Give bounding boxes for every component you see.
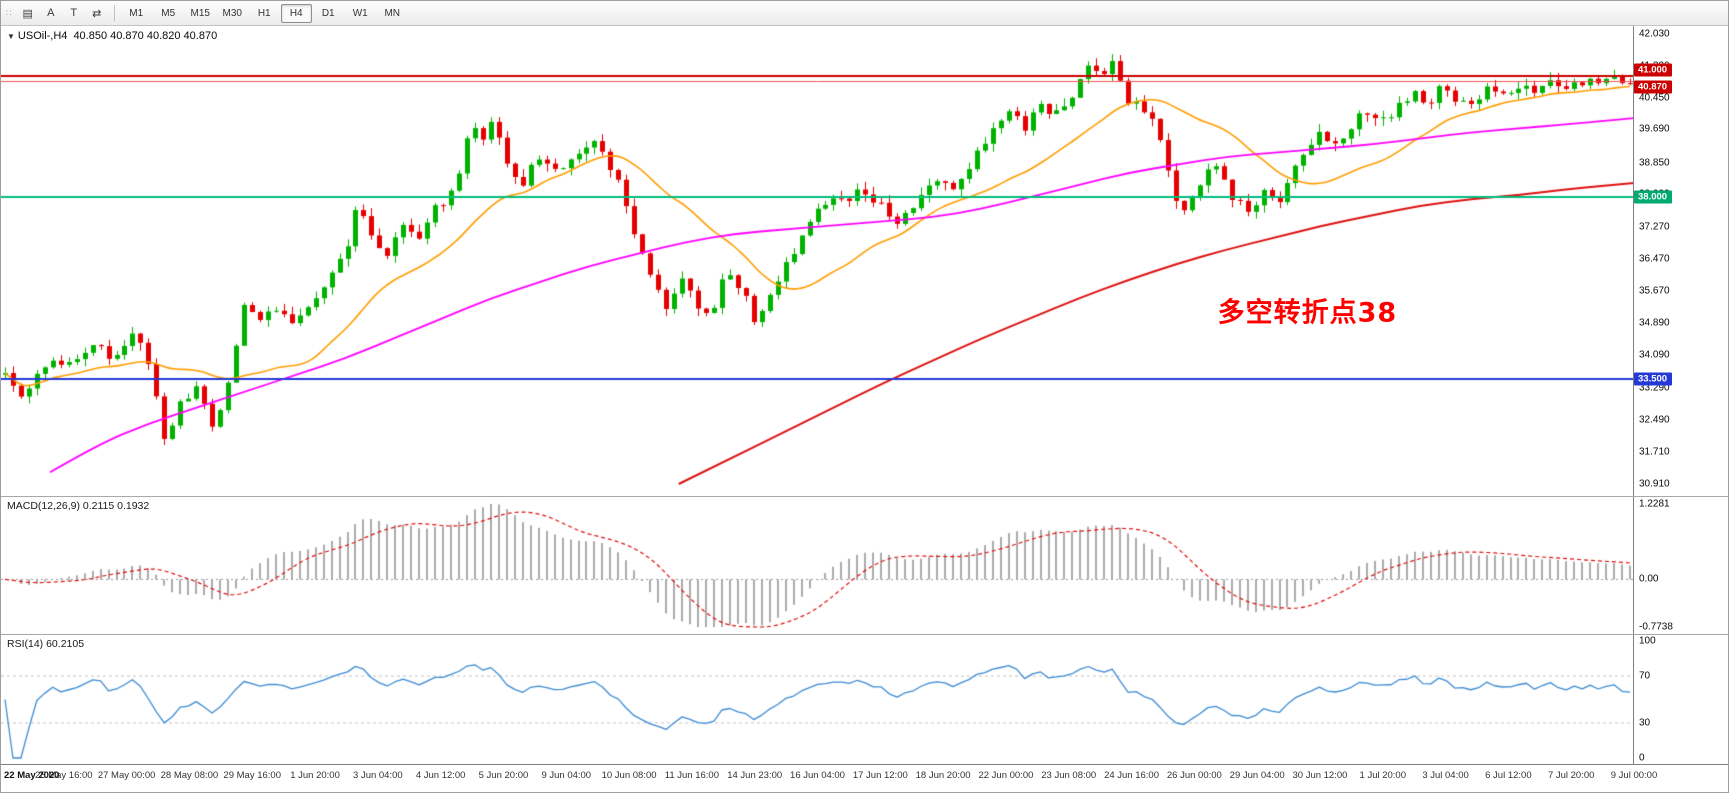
price-axis-label: 36.470 xyxy=(1639,253,1670,265)
time-axis-label: 9 Jul 00:00 xyxy=(1610,770,1658,781)
rsi-axis-label: 30 xyxy=(1639,717,1651,729)
autoscroll-icon[interactable]: ⇄ xyxy=(92,7,102,20)
price-axis-label: 40.450 xyxy=(1639,92,1670,104)
toolbar-grip[interactable]: ∷ xyxy=(6,7,12,18)
time-axis-label: 26 Jun 00:00 xyxy=(1166,770,1222,781)
symbol-ohlc-label: ▼ USOil-,H4 40.850 40.870 40.820 40.870 xyxy=(7,30,217,42)
rsi-plot-area xyxy=(1,635,1634,764)
time-axis-label: 22 Jun 00:00 xyxy=(978,770,1034,781)
price-axis-label: 34.090 xyxy=(1639,349,1670,361)
time-axis-label: 16 Jun 04:00 xyxy=(790,770,845,781)
timeframe-button-d1[interactable]: D1 xyxy=(321,7,335,19)
macd-axis-label: 0.00 xyxy=(1639,573,1659,585)
time-axis-label: 11 Jun 16:00 xyxy=(664,770,719,781)
time-axis-label: 10 Jun 08:00 xyxy=(601,770,657,781)
symbol-dropdown-icon[interactable]: ▼ xyxy=(7,32,15,41)
symbol-timeframe-text: USOil-,H4 xyxy=(17,30,68,42)
rsi-canvas[interactable] xyxy=(1,635,1634,764)
macd-axis-label: -0.7738 xyxy=(1639,621,1673,633)
cursor-a-icon[interactable]: A xyxy=(47,7,55,19)
timeframe-button-m30[interactable]: M30 xyxy=(222,7,242,19)
timeframe-button-w1[interactable]: W1 xyxy=(352,7,368,19)
main-chart-panel: 多空转折点38 ▼ USOil-,H4 40.850 40.870 40.820 4… xyxy=(1,26,1728,496)
price-axis-label: 30.910 xyxy=(1639,478,1670,490)
pivot-line-38-tag[interactable]: 38.000 xyxy=(1634,190,1673,204)
price-axis-label: 39.690 xyxy=(1639,123,1670,135)
time-axis-label: 1 Jun 20:00 xyxy=(290,770,340,781)
timeframe-button-h4[interactable]: H4 xyxy=(280,3,312,23)
time-axis-label: 1 Jul 20:00 xyxy=(1359,770,1407,781)
price-axis-label: 37.270 xyxy=(1639,221,1670,233)
rsi-axis-label: 0 xyxy=(1639,752,1645,764)
rsi-axis-label: 100 xyxy=(1639,635,1656,647)
price-axis-label: 32.490 xyxy=(1639,414,1670,426)
time-axis-label: 7 Jul 20:00 xyxy=(1547,770,1595,781)
tool-icon-group: ▤ A T ⇄ xyxy=(17,3,108,23)
resistance-line-41-tag[interactable]: 41.000 xyxy=(1634,63,1673,77)
timeframe-button-m5[interactable]: M5 xyxy=(161,7,176,19)
time-axis-label: 18 Jun 20:00 xyxy=(915,770,971,781)
toolbar: ∷ ▤ A T ⇄ M1 M5 M15 M30 H1 H4 D1 W1 MN xyxy=(1,1,1728,26)
chinese-annotation-text[interactable]: 多空转折点38 xyxy=(1217,297,1398,329)
time-axis-label: 25 May 16:00 xyxy=(35,770,93,781)
macd-indicator-label: MACD(12,26,9) 0.2115 0.1932 xyxy=(7,500,150,512)
price-axis-label: 33.290 xyxy=(1639,382,1670,394)
price-axis-label: 38.850 xyxy=(1639,157,1670,169)
main-chart-plot-area: 多空转折点38 xyxy=(1,26,1634,496)
time-axis-label: 9 Jun 04:00 xyxy=(541,770,592,781)
ohlc-values-text: 40.850 40.870 40.820 40.870 xyxy=(73,30,218,42)
rsi-axis-label: 70 xyxy=(1639,670,1651,682)
bid-price-line-tag[interactable]: 40.870 xyxy=(1634,80,1673,94)
time-axis-label: 30 Jun 12:00 xyxy=(1292,770,1348,781)
price-axis-label: 34.890 xyxy=(1639,317,1670,329)
timeframe-button-h1[interactable]: H1 xyxy=(257,7,271,19)
price-axis-label: 42.030 xyxy=(1639,28,1670,40)
macd-axis-label: 1.2281 xyxy=(1639,498,1670,510)
toolbar-separator xyxy=(113,5,115,21)
timeframe-button-mn[interactable]: MN xyxy=(384,7,401,19)
time-axis-label: 6 Jul 12:00 xyxy=(1485,770,1532,781)
time-axis-label: 29 May 16:00 xyxy=(223,770,282,781)
macd-panel: MACD(12,26,9) 0.2115 0.1932 1.2281 0.00 -0… xyxy=(1,496,1728,634)
time-axis-label: 3 Jul 04:00 xyxy=(1422,770,1469,781)
charts-grid-icon[interactable]: ▤ xyxy=(22,7,33,20)
time-axis-label: 29 Jun 04:00 xyxy=(1229,770,1285,781)
macd-plot-area xyxy=(1,497,1634,634)
rsi-panel: RSI(14) 60.2105 100 70 30 0 xyxy=(1,634,1728,764)
time-axis[interactable]: 22 May 2020 25 May 16:00 27 May 00:00 28 Ma… xyxy=(1,764,1728,792)
text-tool-icon[interactable]: T xyxy=(70,7,78,19)
time-axis-label: 24 Jun 16:00 xyxy=(1104,770,1159,781)
time-axis-label: 17 Jun 12:00 xyxy=(852,770,908,781)
price-axis-label: 35.670 xyxy=(1639,285,1670,297)
main-chart-canvas[interactable] xyxy=(1,26,1634,496)
time-axis-label: 27 May 00:00 xyxy=(97,770,156,781)
time-axis-label: 3 Jun 04:00 xyxy=(353,770,403,781)
macd-canvas[interactable] xyxy=(1,497,1634,634)
time-axis-label: 5 Jun 20:00 xyxy=(478,770,529,781)
support-line-33-5-tag[interactable]: 33.500 xyxy=(1634,372,1673,386)
time-axis-label: 28 May 08:00 xyxy=(160,770,219,781)
time-axis-label: 4 Jun 12:00 xyxy=(415,770,466,781)
macd-axis[interactable]: 1.2281 0.00 -0.7738 xyxy=(1633,497,1728,634)
timeframe-button-m1[interactable]: M1 xyxy=(129,7,144,19)
rsi-axis[interactable]: 100 70 30 0 xyxy=(1633,635,1728,764)
price-axis-label: 31.710 xyxy=(1639,446,1670,458)
timeframe-button-m15[interactable]: M15 xyxy=(190,7,210,19)
rsi-indicator-label: RSI(14) 60.2105 xyxy=(7,638,85,650)
time-axis-label: 22 May 2020 xyxy=(4,770,60,781)
timeframe-group: M1 M5 M15 M30 H1 H4 D1 W1 MN xyxy=(121,3,408,23)
time-axis-label: 14 Jun 23:00 xyxy=(727,770,783,781)
price-axis[interactable]: 42.03041.23040.45039.69038.85038.08037.2… xyxy=(1633,26,1728,496)
time-axis-label: 23 Jun 08:00 xyxy=(1041,770,1097,781)
